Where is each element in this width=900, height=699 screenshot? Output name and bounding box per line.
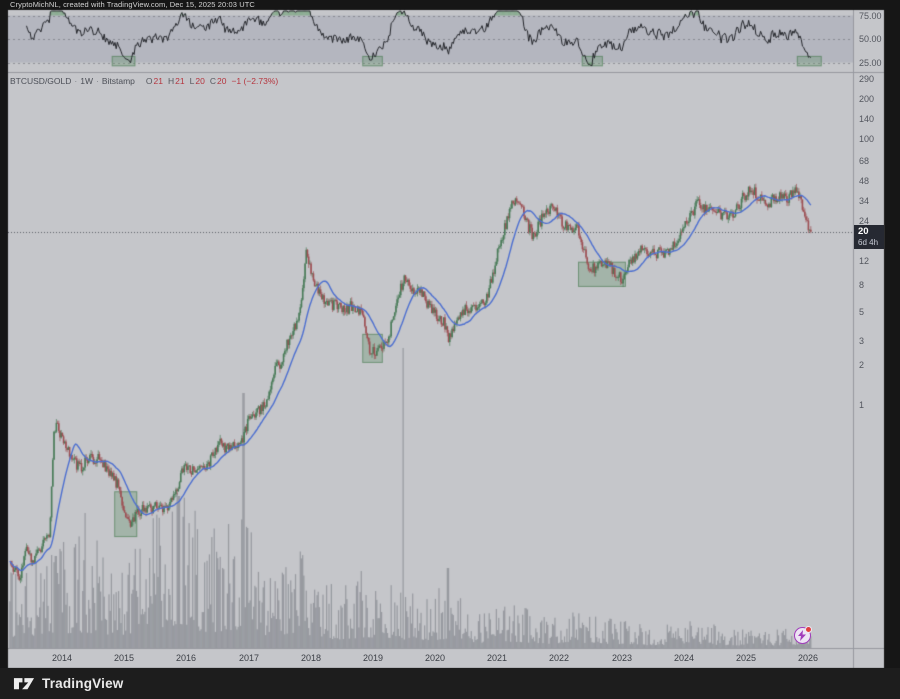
tradingview-logo-icon[interactable] xyxy=(13,675,35,692)
last-price-badge: 20 6d 4h xyxy=(854,225,884,249)
year-label: 2023 xyxy=(611,653,633,663)
year-label: 2026 xyxy=(797,653,819,663)
exchange-label[interactable]: Bitstamp xyxy=(101,76,135,86)
ohlc-label: L xyxy=(189,76,195,86)
rsi-scale-label: 50.00 xyxy=(859,34,882,44)
ohlc-label: C xyxy=(209,76,216,86)
snapshot-attribution: CryptoMichNL, created with TradingView.c… xyxy=(10,0,255,9)
legend-separator: · xyxy=(74,76,78,86)
ohlc-value: 21 xyxy=(153,76,164,86)
ohlc-value: 21 xyxy=(175,76,185,86)
year-label: 2019 xyxy=(362,653,384,663)
change-value: −1 (−2.73%) xyxy=(231,76,279,86)
notification-dot xyxy=(805,626,812,633)
tradingview-brand[interactable]: TradingView xyxy=(42,676,124,691)
year-label: 2017 xyxy=(238,653,260,663)
price-scale-label: 3 xyxy=(859,336,865,346)
rsi-scale-label: 25.00 xyxy=(859,58,882,68)
lightning-bolt-icon xyxy=(798,630,806,641)
price-scale-label: 34 xyxy=(859,196,870,206)
price-scale-label: 1 xyxy=(859,400,865,410)
year-label: 2020 xyxy=(424,653,446,663)
year-label: 2021 xyxy=(486,653,508,663)
ohlc-label: H xyxy=(168,76,175,86)
year-label: 2016 xyxy=(175,653,197,663)
price-scale-label: 48 xyxy=(859,176,870,186)
price-scale-label: 8 xyxy=(859,280,865,290)
price-scale-label: 290 xyxy=(859,74,875,84)
interval-label[interactable]: 1W xyxy=(80,76,93,86)
price-scale-label: 100 xyxy=(859,134,875,144)
chart-legend: BTCUSD/GOLD · 1W · Bitstamp O21 H21 L20 C20 −1 (−… xyxy=(10,76,278,87)
price-scale-label: 68 xyxy=(859,156,870,166)
ohlc-label: O xyxy=(145,76,153,86)
year-label: 2015 xyxy=(113,653,135,663)
symbol-name[interactable]: BTCUSD/GOLD xyxy=(10,76,72,86)
price-scale-label: 12 xyxy=(859,256,870,266)
price-scale-label: 24 xyxy=(859,216,870,226)
ohlc-value: 20 xyxy=(216,76,227,86)
price-scale-label: 2 xyxy=(859,360,865,370)
price-scale-label: 140 xyxy=(859,114,875,124)
price-scale-label: 5 xyxy=(859,307,865,317)
ohlc-values: O21 H21 L20 C20 xyxy=(141,76,227,86)
ohlc-value: 20 xyxy=(195,76,205,86)
last-price-value: 20 xyxy=(858,226,869,237)
year-label: 2025 xyxy=(735,653,757,663)
legend-separator: · xyxy=(96,76,99,86)
year-label: 2022 xyxy=(548,653,570,663)
rsi-scale-label: 75.00 xyxy=(859,11,882,21)
footer-bar: TradingView xyxy=(0,668,900,699)
bar-countdown-timer: 6d 4h xyxy=(858,238,879,247)
year-label: 2014 xyxy=(51,653,73,663)
year-label: 2024 xyxy=(673,653,695,663)
price-scale-label: 200 xyxy=(859,94,875,104)
event-icon[interactable] xyxy=(794,626,812,644)
year-label: 2018 xyxy=(300,653,322,663)
